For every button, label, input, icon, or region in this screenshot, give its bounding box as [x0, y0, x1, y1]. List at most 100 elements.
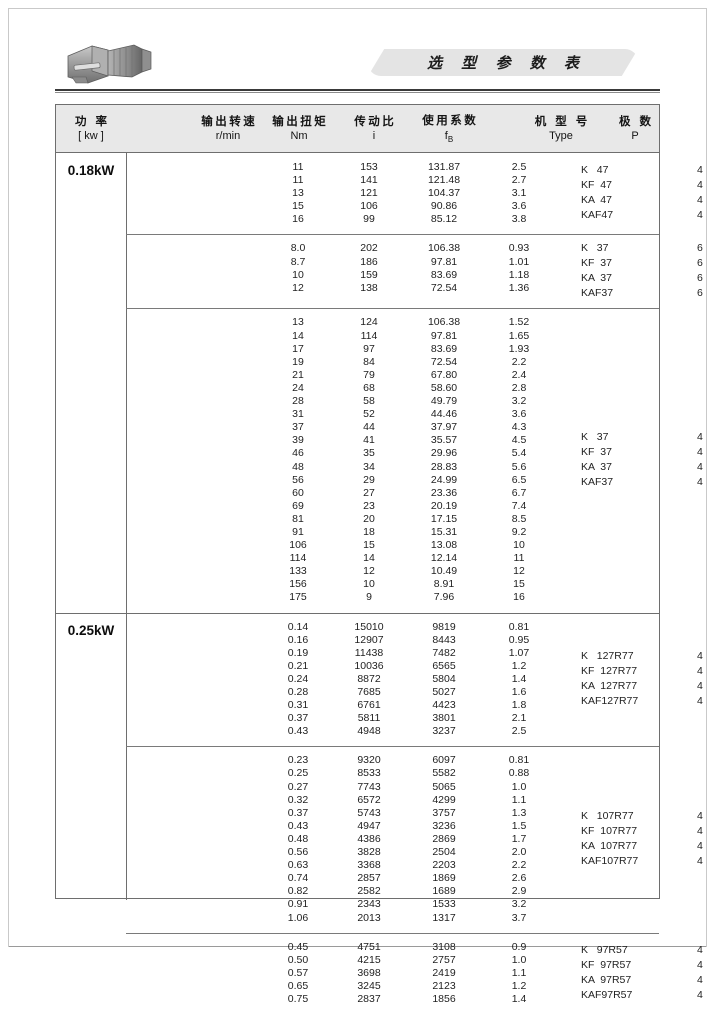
- cell-output-torque: 97: [363, 342, 375, 355]
- cell-ratio: 2869: [432, 832, 456, 845]
- cell-output-speed: 106: [289, 539, 307, 552]
- table-row: 133 12 10.49 12: [126, 565, 659, 578]
- table-row: 0.65 3245 2123 1.2: [126, 980, 659, 993]
- cell-output-torque: 153: [360, 161, 378, 173]
- cell-ratio: 121.48: [427, 174, 461, 187]
- cell-output-torque: 23: [363, 499, 375, 512]
- cell-output-torque: 29: [363, 473, 375, 486]
- cell-ratio: 6565: [432, 659, 456, 672]
- cell-ratio: 1869: [432, 872, 456, 885]
- table-row: 81 20 17.15 8.5: [126, 513, 659, 526]
- cell-model-type: KAF37: [581, 286, 614, 299]
- cell-output-speed: 0.37: [287, 712, 309, 725]
- cell-output-torque: 41: [363, 434, 375, 447]
- cell-service-factor: 1.4: [511, 672, 527, 685]
- cell-output-speed: 0.16: [287, 633, 309, 646]
- cell-output-speed: 0.45: [287, 940, 309, 953]
- cell-service-factor: 1.4: [511, 992, 527, 1005]
- cell-service-factor: 1.1: [511, 966, 527, 979]
- cell-model-type: KF 127R77: [581, 664, 638, 677]
- cell-model-type: KA 127R77: [581, 679, 638, 692]
- cell-ratio: 2757: [432, 953, 456, 966]
- cell-pole-count: 4: [697, 973, 703, 986]
- cell-ratio: 72.54: [430, 355, 458, 368]
- cell-service-factor: 1.52: [508, 316, 530, 329]
- cell-output-speed: 0.31: [287, 699, 309, 712]
- cell-model-type: K 127R77: [581, 649, 634, 662]
- cell-pole-count: 4: [697, 164, 703, 177]
- table-row: 0.32 6572 4299 1.1: [126, 794, 659, 807]
- cell-output-torque: 7743: [357, 780, 381, 793]
- cell-output-torque: 99: [363, 213, 375, 226]
- cell-service-factor: 4.3: [511, 421, 527, 434]
- cell-service-factor: 0.9: [511, 940, 527, 953]
- cell-service-factor: 6.7: [511, 486, 527, 499]
- cell-service-factor: 1.5: [511, 819, 527, 832]
- cell-output-speed: 0.56: [287, 846, 309, 859]
- table-row: 0.14 15010 9819 0.81: [126, 621, 659, 634]
- cell-service-factor: 5.4: [511, 447, 527, 460]
- cell-output-torque: 44: [363, 421, 375, 434]
- cell-ratio: 3108: [432, 940, 456, 953]
- cell-output-torque: 10: [363, 578, 375, 591]
- cell-ratio: 83.69: [430, 268, 458, 281]
- cell-output-torque: 68: [363, 381, 375, 394]
- cell-output-torque: 186: [360, 255, 378, 268]
- cell-output-speed: 60: [292, 486, 304, 499]
- column-header-type: 机 型 号 Type: [534, 113, 590, 143]
- cell-ratio: 1856: [432, 992, 456, 1005]
- cell-output-speed: 0.82: [287, 885, 309, 898]
- cell-service-factor: 2.1: [511, 712, 527, 725]
- cell-output-speed: 28: [292, 395, 304, 408]
- table-row: 39 41 35.57 4.5: [126, 434, 659, 447]
- cell-ratio: 106.38: [427, 316, 461, 329]
- cell-pole-count: 4: [697, 679, 703, 692]
- table-row: 19 84 72.54 2.2: [126, 356, 659, 369]
- cell-output-torque: 12: [363, 565, 375, 578]
- table-row: 60 27 23.36 6.7: [126, 487, 659, 500]
- cell-output-speed: 13: [292, 187, 304, 200]
- cell-output-speed: 37: [292, 421, 304, 434]
- column-header-service-factor: 使用系数 fB: [422, 113, 479, 145]
- table-row: 0.48 4386 2869 1.7: [126, 833, 659, 846]
- cell-ratio: 2504: [432, 846, 456, 859]
- cell-output-speed: 0.43: [287, 819, 309, 832]
- cell-output-torque: 2013: [357, 911, 381, 924]
- cell-output-speed: 114: [289, 552, 307, 565]
- cell-service-factor: 1.0: [511, 780, 527, 793]
- column-header-ratio: 传动比 i: [354, 113, 397, 143]
- cell-service-factor: 1.7: [511, 832, 527, 845]
- cell-pole-count: 6: [697, 271, 703, 284]
- cell-output-speed: 15: [292, 200, 304, 213]
- table-row: 0.23 9320 6097 0.81: [126, 754, 659, 767]
- cell-output-speed: 0.21: [287, 659, 309, 672]
- cell-model-type: KAF47: [581, 209, 614, 222]
- cell-model-type: K 107R77: [581, 809, 634, 822]
- cell-output-torque: 20: [363, 512, 375, 525]
- gearbox-product-icon: [62, 36, 158, 88]
- cell-ratio: 131.87: [427, 161, 461, 173]
- table-row: 0.43 4947 3236 1.5: [126, 820, 659, 833]
- cell-output-torque: 27: [363, 486, 375, 499]
- cell-output-speed: 13: [292, 316, 304, 329]
- cell-service-factor: 2.0: [511, 846, 527, 859]
- cell-output-torque: 5811: [357, 712, 381, 725]
- table-row: 0.37 5743 3757 1.3: [126, 807, 659, 820]
- cell-output-speed: 91: [292, 525, 304, 538]
- cell-output-torque: 35: [363, 447, 375, 460]
- table-row: 24 68 58.60 2.8: [126, 382, 659, 395]
- cell-ratio: 10.49: [430, 565, 458, 578]
- cell-output-speed: 21: [292, 368, 304, 381]
- cell-ratio: 35.57: [430, 434, 458, 447]
- page-header: 选 型 参 数 表: [0, 0, 715, 96]
- cell-output-torque: 106: [360, 200, 378, 213]
- cell-model-type: K 47: [581, 164, 609, 177]
- cell-service-factor: 2.5: [511, 161, 527, 173]
- cell-model-type: K 37: [581, 241, 609, 254]
- cell-service-factor: 1.01: [508, 255, 530, 268]
- column-header-poles: 极 数 P: [618, 113, 654, 143]
- table-row: 0.74 2857 1869 2.6: [126, 872, 659, 885]
- cell-service-factor: 2.5: [511, 725, 527, 738]
- table-header-row: 功 率 [ kw ] 输出转速 r/min 输出扭矩 Nm 传动比 i 使用系数…: [56, 105, 659, 153]
- model-block: 13 124 106.38 1.52 14 114 97.81 1.65 17 97 83.69 1.…: [126, 308, 703, 612]
